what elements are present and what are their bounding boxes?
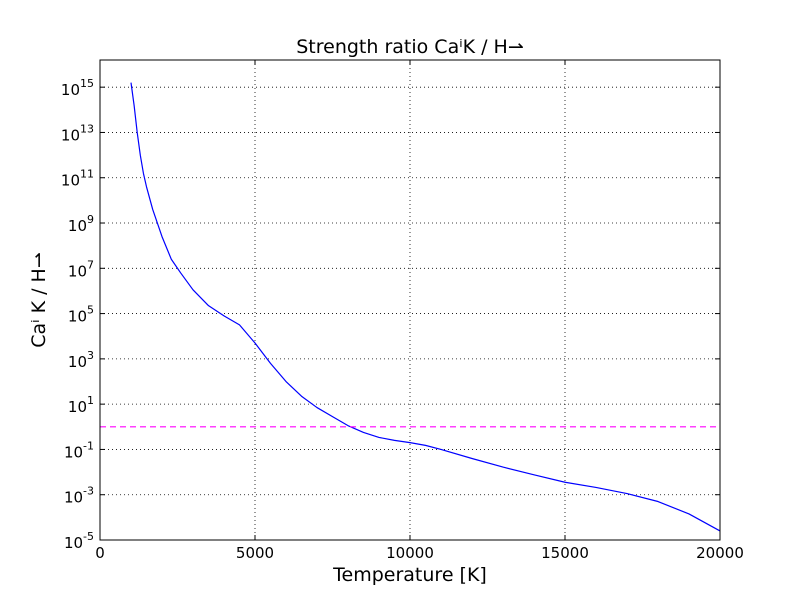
x-axis-label: Temperature [K] — [332, 564, 487, 586]
y-tick-label: 10-1 — [64, 439, 94, 461]
y-tick-label-base: 10 — [68, 217, 87, 235]
y-tick-label: 103 — [68, 349, 94, 371]
y-tick-label-exponent: -3 — [83, 485, 94, 498]
y-tick-label-base: 10 — [68, 398, 87, 416]
y-tick-label-base: 10 — [61, 126, 80, 144]
chart-title: Strength ratio CaⁱK / H⇀ — [296, 36, 524, 58]
y-tick-label: 109 — [68, 213, 94, 235]
series-line — [130, 82, 721, 532]
y-tick-label: 107 — [68, 258, 94, 280]
tick-marks — [99, 60, 721, 541]
grid-lines — [100, 60, 720, 540]
x-tick-label: 0 — [95, 544, 105, 562]
y-tick-label-exponent: 7 — [87, 258, 94, 271]
y-tick-label-base: 10 — [61, 172, 80, 190]
y-tick-label: 10-3 — [64, 485, 94, 507]
y-tick-label-base: 10 — [68, 308, 87, 326]
y-tick-label-base: 10 — [68, 262, 87, 280]
x-tick-label: 20000 — [696, 544, 744, 562]
x-tick-label: 15000 — [541, 544, 589, 562]
y-tick-label-exponent: -1 — [83, 439, 94, 452]
y-tick-label-exponent: 3 — [87, 349, 94, 362]
y-tick-label-exponent: 9 — [87, 213, 94, 226]
x-tick-labels: 0 5000 10000 15000 20000 — [95, 544, 744, 562]
y-tick-label: 101 — [68, 394, 94, 416]
x-tick-label: 5000 — [236, 544, 274, 562]
y-tick-label-base: 10 — [64, 534, 83, 552]
y-tick-label: 1015 — [61, 77, 94, 99]
y-tick-label: 105 — [68, 304, 94, 326]
x-tick-label: 10000 — [386, 544, 434, 562]
y-tick-label: 10-5 — [64, 530, 94, 552]
y-tick-label-exponent: 13 — [80, 122, 94, 135]
y-tick-label-exponent: 11 — [80, 168, 94, 181]
y-tick-label-base: 10 — [64, 443, 83, 461]
y-tick-label-exponent: 5 — [87, 304, 94, 317]
y-tick-label: 1011 — [61, 168, 94, 190]
y-tick-label-exponent: 15 — [80, 77, 94, 90]
y-tick-label-base: 10 — [68, 353, 87, 371]
series-layer — [100, 82, 721, 532]
plot-area — [99, 59, 721, 541]
y-axis-label: Caⁱ K / H⇀ — [28, 252, 50, 348]
y-tick-label: 1013 — [61, 122, 94, 144]
y-tick-label-base: 10 — [64, 489, 83, 507]
y-tick-label-exponent: 1 — [87, 394, 94, 407]
y-tick-label-exponent: -5 — [83, 530, 94, 543]
y-tick-label-base: 10 — [61, 81, 80, 99]
